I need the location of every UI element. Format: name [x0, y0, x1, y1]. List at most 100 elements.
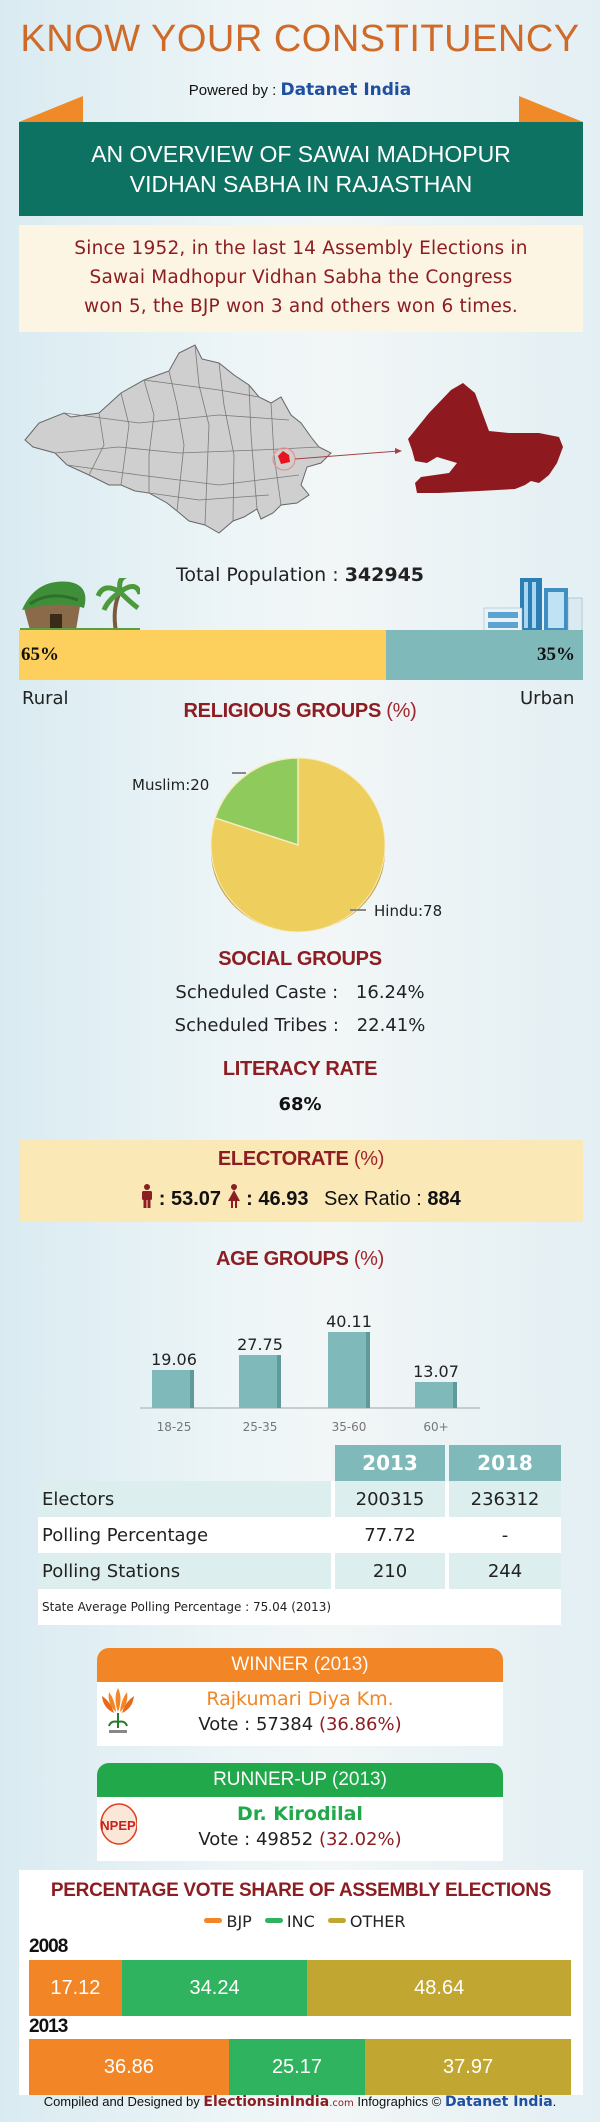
vote-share-panel: PERCENTAGE VOTE SHARE OF ASSEMBLY ELECTI… — [19, 1870, 583, 2037]
rural-hut-icon — [20, 578, 140, 633]
legend-other-swatch — [327, 1918, 346, 1923]
total-population-value: 342945 — [344, 564, 425, 586]
runner-up-vote-count: Vote : 49852 — [198, 1829, 319, 1850]
runner-up-year: (2013) — [332, 1769, 387, 1790]
powered-by: Powered by : Datanet India — [0, 80, 600, 100]
electorate-values: : 53.07 : 46.93 Sex Ratio : 884 — [19, 1184, 583, 1211]
constituency-map — [19, 335, 583, 545]
table-header-empty — [38, 1445, 333, 1481]
election-stats-table: 2013 2018 Electors 200315 236312 Polling… — [38, 1445, 561, 1625]
polling-stations-2018: 244 — [445, 1553, 561, 1589]
segment-other-2008: 48.64 — [307, 1960, 571, 2016]
electorate-box: ELECTORATE (%) : 53.07 : 46.93 Sex Ratio… — [19, 1140, 583, 1222]
winner-body: Rajkumari Diya Km. Vote : 57384 (36.86%) — [97, 1682, 503, 1746]
ribbon-fold-right — [519, 96, 583, 122]
runner-up-header: RUNNER-UP (2013) — [97, 1763, 503, 1797]
age-groups-title: AGE GROUPS (%) — [0, 1248, 600, 1271]
page-title: KNOW YOUR CONSTITUENCY — [20, 18, 580, 60]
electorate-unit: (%) — [353, 1148, 385, 1170]
literacy-rate-title: LITERACY RATE — [222, 1058, 378, 1080]
vote-share-year-2013: 2013 — [29, 2016, 68, 2037]
male-icon — [142, 1184, 153, 1208]
winner-vote: Vote : 57384 (36.86%) — [97, 1714, 503, 1735]
footer-electionsinindia-link[interactable]: ElectionsinIndia.com — [203, 2094, 354, 2110]
age-bar-18-25 — [152, 1370, 194, 1408]
polling-percentage-2013: 77.72 — [331, 1517, 447, 1553]
summary-line-2: Sawai Madhopur Vidhan Sabha the Congress — [89, 267, 513, 288]
powered-by-brand: Datanet India — [280, 80, 412, 100]
urban-percentage: 35% — [536, 644, 575, 665]
banner-line-1: AN OVERVIEW OF SAWAI MADHOPUR — [91, 141, 511, 167]
segment-other-2013: 37.97 — [365, 2039, 571, 2095]
sex-ratio-label: Sex Ratio : — [324, 1188, 428, 1210]
age-value-25-35: 27.75 — [237, 1335, 283, 1354]
age-value-18-25: 19.06 — [151, 1350, 197, 1369]
age-tick-35-60: 35-60 — [331, 1420, 367, 1434]
rural-segment: 65% — [19, 630, 386, 680]
svg-text:NPEP: NPEP — [100, 1818, 136, 1833]
rural-percentage: 65% — [21, 644, 59, 665]
runner-up-vote-share: (32.02%) — [318, 1829, 402, 1850]
scheduled-tribes-row: Scheduled Tribes : 22.41% — [0, 1015, 600, 1036]
legend-bjp: BJP — [226, 1912, 252, 1931]
age-groups-bar-chart: 19.06 27.75 40.11 13.07 18-25 25-35 35-6… — [140, 1280, 492, 1450]
religious-groups-unit: (%) — [386, 700, 417, 722]
urban-building-icon — [483, 578, 583, 632]
runner-up-body: NPEP Dr. Kirodilal Vote : 49852 (32.02%) — [97, 1797, 503, 1861]
ribbon-fold-left — [19, 96, 83, 122]
vote-share-bar-2008: 17.12 34.24 48.64 — [29, 1960, 571, 2016]
legend-bjp-swatch — [204, 1918, 223, 1923]
overview-banner: AN OVERVIEW OF SAWAI MADHOPUR VIDHAN SAB… — [19, 122, 583, 216]
male-percentage: : 53.07 — [158, 1188, 222, 1210]
row-label-polling-stations: Polling Stations — [38, 1553, 333, 1589]
scheduled-caste-row: Scheduled Caste : 16.24% — [0, 982, 600, 1003]
female-percentage: : 46.93 — [246, 1188, 309, 1210]
winner-card: WINNER (2013) Rajkumari Diya Km. Vote : … — [97, 1648, 503, 1746]
state-average-note: State Average Polling Percentage : 75.04… — [38, 1589, 561, 1625]
footer-compiled: Compiled and Designed by — [43, 2094, 204, 2109]
legend-other: OTHER — [349, 1912, 406, 1931]
row-label-electors: Electors — [38, 1481, 333, 1517]
total-population: Total Population : 342945 — [0, 564, 600, 586]
runner-up-name: Dr. Kirodilal — [237, 1803, 363, 1825]
table-row: Electors 200315 236312 — [38, 1481, 561, 1517]
electorate-heading: ELECTORATE — [217, 1148, 349, 1170]
age-tick-60-plus: 60+ — [423, 1420, 449, 1434]
segment-bjp-2013: 36.86 — [29, 2039, 229, 2095]
urban-segment: 35% — [385, 630, 583, 680]
age-tick-25-35: 25-35 — [242, 1420, 278, 1434]
religious-groups-title: RELIGIOUS GROUPS (%) — [0, 700, 600, 723]
runner-up-title: RUNNER-UP — [213, 1769, 327, 1790]
rural-label: Rural — [22, 688, 69, 709]
winner-header: WINNER (2013) — [97, 1648, 503, 1682]
electors-2013: 200315 — [331, 1481, 447, 1517]
banner-line-2: VIDHAN SABHA IN RAJASTHAN — [129, 171, 473, 197]
npep-party-icon: NPEP — [100, 1803, 137, 1845]
runner-up-card: RUNNER-UP (2013) NPEP Dr. Kirodilal Vote… — [97, 1763, 503, 1861]
table-note-row: State Average Polling Percentage : 75.04… — [38, 1589, 561, 1625]
table-header-row: 2013 2018 — [38, 1445, 561, 1481]
pie-label-hindu: Hindu:78 — [374, 902, 443, 920]
pie-label-muslim: Muslim:20 — [132, 776, 210, 794]
legend-inc-swatch — [264, 1918, 283, 1923]
rajasthan-map-icon — [24, 344, 563, 534]
footer-datanet-link[interactable]: Datanet India — [444, 2094, 553, 2110]
age-value-60-plus: 13.07 — [413, 1362, 459, 1381]
age-bar-35-60 — [328, 1332, 370, 1408]
social-groups-title: SOCIAL GROUPS — [218, 948, 382, 970]
vote-share-bar-2013: 36.86 25.17 37.97 — [29, 2039, 571, 2095]
electors-2018: 236312 — [445, 1481, 561, 1517]
segment-inc-2013: 25.17 — [228, 2039, 366, 2095]
sc-value: 16.24% — [355, 982, 425, 1003]
winner-name: Rajkumari Diya Km. — [206, 1688, 394, 1710]
rural-urban-bar: 65% 35% — [19, 630, 583, 680]
bjp-lotus-icon — [102, 1688, 134, 1733]
st-value: 22.41% — [356, 1015, 426, 1036]
polling-percentage-2018: - — [445, 1517, 561, 1553]
age-bar-25-35 — [239, 1355, 281, 1408]
sc-label: Scheduled Caste : — [175, 982, 339, 1003]
winner-title: WINNER — [231, 1654, 309, 1675]
vote-share-year-2008: 2008 — [29, 1936, 68, 1957]
summary-line-1: Since 1952, in the last 14 Assembly Elec… — [74, 238, 528, 259]
st-label: Scheduled Tribes : — [174, 1015, 339, 1036]
